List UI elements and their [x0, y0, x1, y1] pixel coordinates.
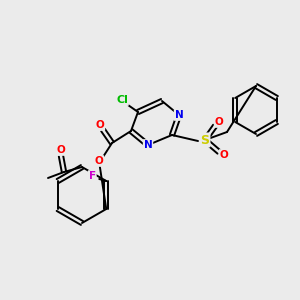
- Text: O: O: [96, 120, 104, 130]
- Text: N: N: [175, 110, 183, 120]
- Text: O: O: [214, 117, 224, 127]
- Text: F: F: [89, 171, 96, 181]
- Text: O: O: [220, 150, 228, 160]
- Text: Cl: Cl: [116, 95, 128, 105]
- Text: O: O: [94, 156, 103, 166]
- Text: S: S: [200, 134, 209, 146]
- Text: N: N: [144, 140, 152, 150]
- Text: O: O: [57, 145, 65, 155]
